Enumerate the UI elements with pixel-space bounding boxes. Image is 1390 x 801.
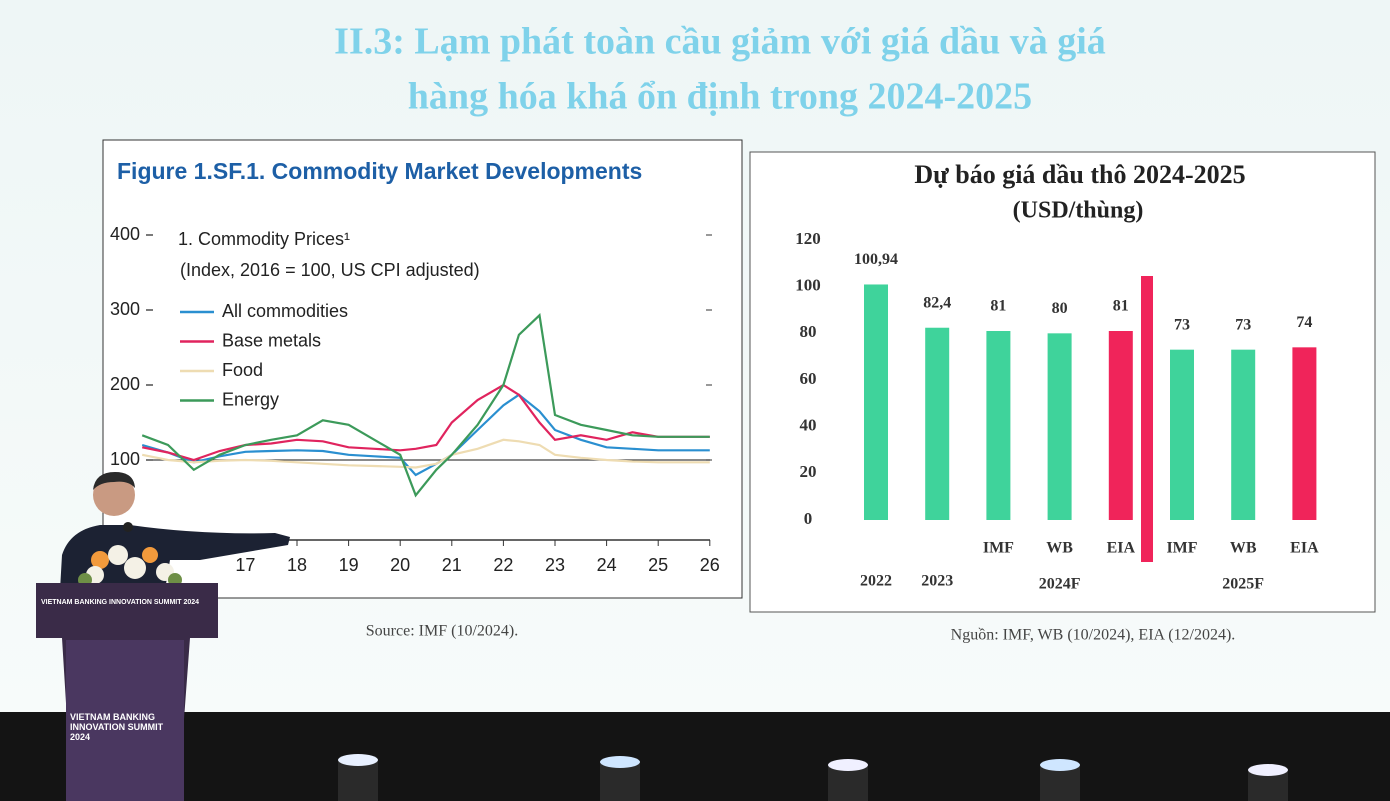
oil-price-chart: Dự báo giá dầu thô 2024-2025 (USD/thùng) N…: [795, 160, 1319, 644]
left-panel: [102, 139, 743, 599]
chart-subtitle: (USD/thùng): [1013, 198, 1144, 224]
speaker: [60, 472, 290, 590]
value-label: 100,94: [854, 251, 898, 268]
podium: VIETNAM BANKING INNOVATION SUMMIT 2024 V…: [36, 583, 218, 801]
value-label: 74: [1296, 314, 1312, 331]
value-label: 80: [1052, 300, 1068, 317]
x-tick-label: 26: [700, 555, 720, 575]
bar: [1292, 347, 1317, 520]
y-tick-label: 120: [795, 229, 821, 248]
bar: [1231, 349, 1256, 520]
legend-label: Energy: [222, 389, 279, 409]
podium-logo-box: VIETNAM BANKING INNOVATION SUMMIT 2024: [70, 712, 164, 742]
x-tick-label: WB: [1230, 540, 1257, 557]
slide-title: II.3: Lạm phát toàn cầu giảm với giá dầu…: [334, 21, 1106, 118]
group-label: 2024F: [1039, 576, 1081, 593]
source: Nguồn: IMF, WB (10/2024), EIA (12/2024).: [951, 627, 1236, 644]
x-tick-label: 23: [545, 555, 565, 575]
value-label: 81: [1113, 298, 1129, 315]
x-tick-label: 25: [648, 555, 668, 575]
y-tick-label: 80: [800, 322, 817, 341]
podium-banner: VIETNAM BANKING INNOVATION SUMMIT 2024: [41, 599, 199, 606]
value-label: 82,4: [923, 294, 951, 311]
stage-lights: [338, 754, 1288, 801]
y-tick-label: 400: [110, 224, 140, 244]
stage: [0, 712, 1390, 801]
bar: [1108, 331, 1133, 520]
group-label: 2025F: [1222, 576, 1264, 593]
value-label: 73: [1174, 316, 1190, 333]
x-tick-label: EIA: [1107, 540, 1136, 557]
x-tick-label: 18: [287, 555, 307, 575]
y-tick-label: 100: [795, 276, 821, 295]
y-tick-label: 40: [800, 416, 817, 435]
x-tick-label: 2022: [860, 573, 892, 590]
bar: [925, 327, 950, 520]
y-tick-label: 60: [800, 369, 817, 388]
x-tick-label: 17: [235, 555, 255, 575]
x-tick-label: 22: [493, 555, 513, 575]
axis-note: (Index, 2016 = 100, US CPI adjusted): [180, 260, 480, 280]
podium-logo: VIETNAM BANKING INNOVATION SUMMIT 2024: [70, 712, 164, 742]
chart-title: Dự báo giá dầu thô 2024-2025: [914, 160, 1245, 189]
value-label: 81: [990, 298, 1006, 315]
chart-subtitle: 1. Commodity Prices¹: [178, 229, 350, 249]
y-tick-label: 20: [800, 462, 817, 481]
chart-title: Figure 1.SF.1. Commodity Market Developm…: [117, 158, 642, 184]
separator: [1141, 276, 1153, 562]
value-label: 73: [1235, 316, 1251, 333]
x-tick-label: 24: [597, 555, 617, 575]
bar: [864, 284, 888, 520]
slide-title-line: hàng hóa khá ổn định trong 2024-2025: [408, 76, 1032, 118]
x-tick-label: IMF: [983, 540, 1014, 557]
source: Source: IMF (10/2024).: [366, 623, 518, 640]
x-tick-label: 21: [442, 555, 462, 575]
series-line: [141, 438, 710, 469]
y-tick-label: 0: [804, 509, 813, 528]
series-line: [141, 393, 710, 477]
x-tick-label: 2023: [921, 573, 953, 590]
series-line: [141, 313, 710, 498]
slide-title-line: II.3: Lạm phát toàn cầu giảm với giá dầu…: [334, 21, 1106, 63]
bar: [1047, 333, 1072, 520]
x-tick-label: WB: [1046, 540, 1073, 557]
y-tick-label: 200: [110, 374, 140, 394]
y-tick-label: 300: [110, 299, 140, 319]
y-tick-label: 100: [110, 449, 140, 469]
bar: [1170, 349, 1194, 520]
x-tick-label: IMF: [1166, 540, 1197, 557]
x-tick-label: EIA: [1290, 540, 1319, 557]
legend-label: Food: [222, 360, 263, 380]
bar: [986, 331, 1011, 520]
legend-label: Base metals: [222, 330, 321, 350]
x-tick-label: 19: [339, 555, 359, 575]
x-tick-label: 20: [390, 555, 410, 575]
legend-label: All commodities: [222, 301, 348, 321]
